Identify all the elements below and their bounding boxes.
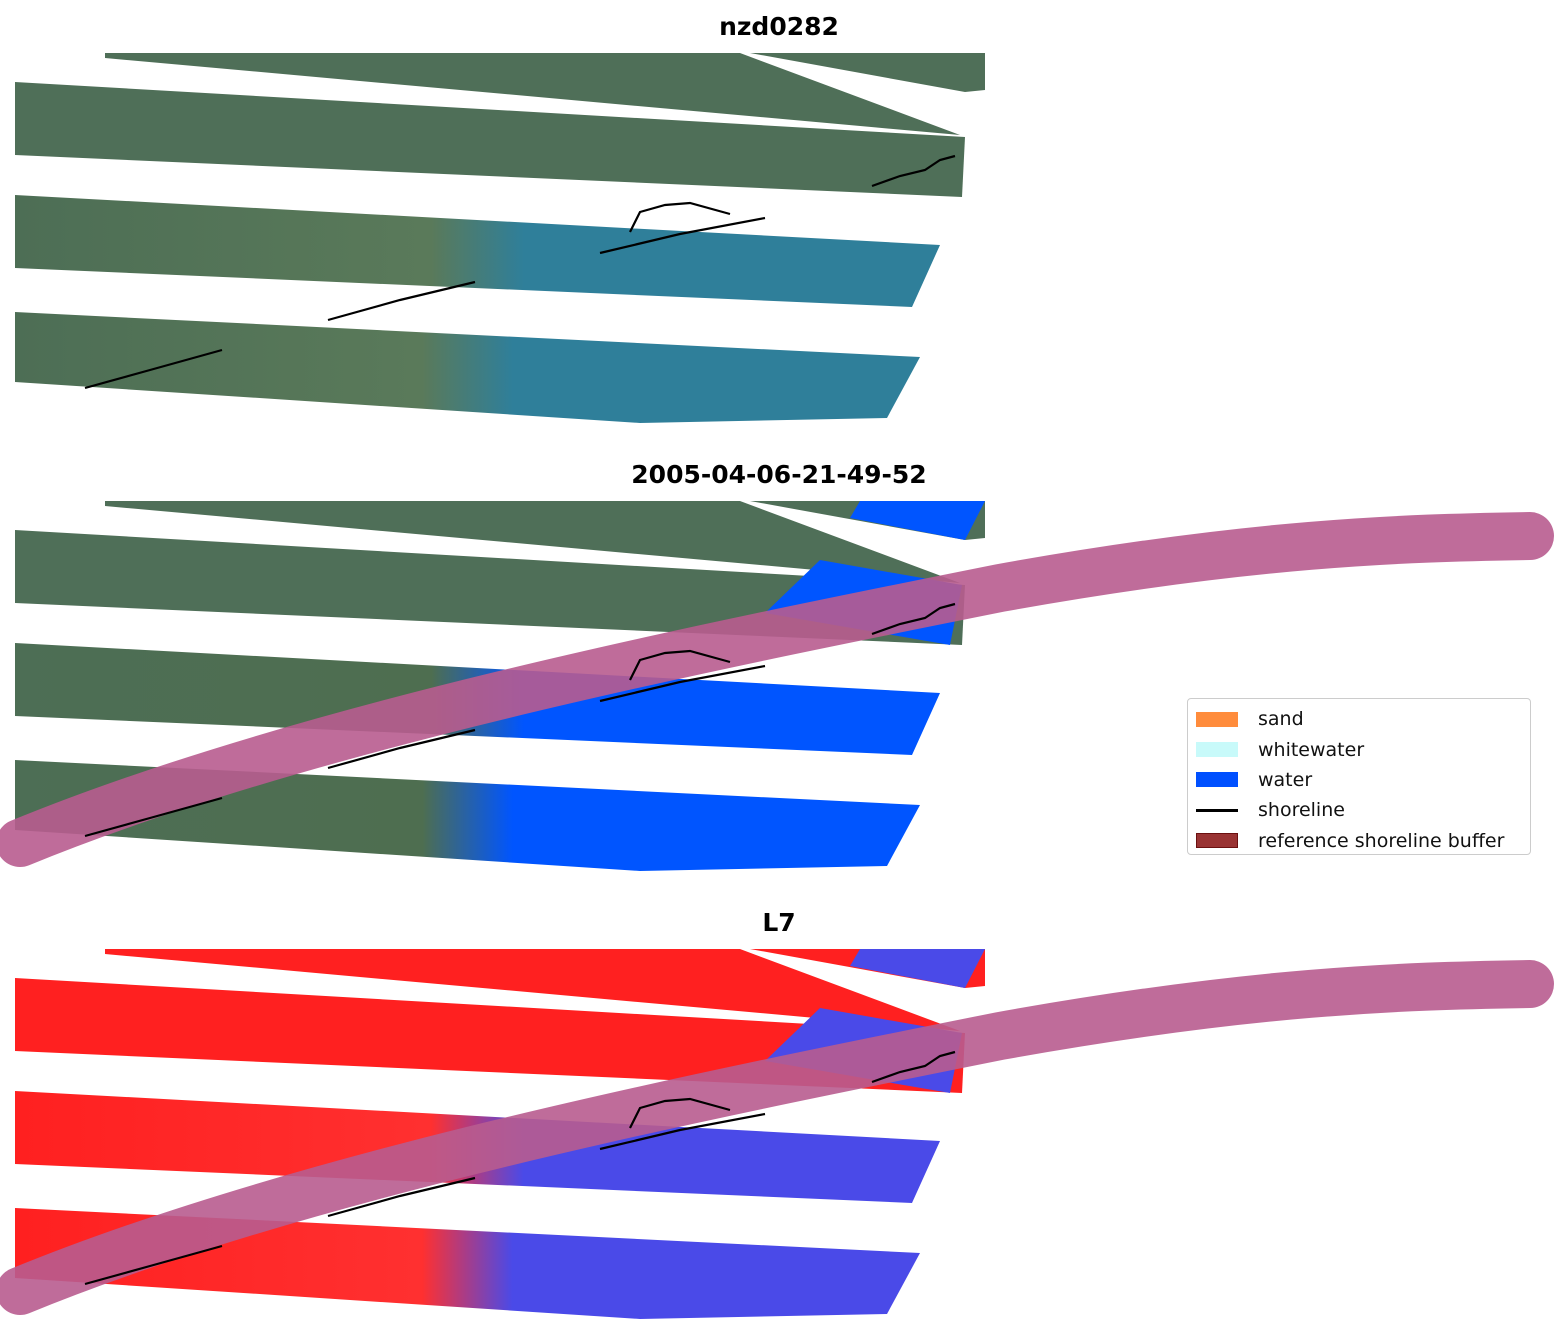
shoreline-swatch (1196, 808, 1238, 812)
shoreline (84, 1244, 223, 1286)
whitewater-swatch (1196, 742, 1238, 758)
shoreline (327, 728, 476, 770)
shoreline (871, 1050, 956, 1084)
image-stripe (15, 195, 940, 307)
shoreline (871, 154, 956, 188)
image-stripe (15, 312, 920, 423)
image-stripe (105, 949, 985, 1031)
panel-3 (0, 949, 1554, 1319)
title-site: nzd0282 (719, 12, 839, 41)
legend-label: reference shoreline buffer (1258, 829, 1505, 852)
legend-label: shoreline (1258, 799, 1345, 822)
shoreline (599, 1112, 766, 1151)
shoreline (599, 664, 766, 703)
image-stripe (105, 53, 985, 135)
title-satellite: L7 (762, 908, 796, 937)
image-stripe (15, 978, 965, 1093)
legend-item-whitewater: whitewater (1196, 734, 1522, 764)
legend-item-water: water (1196, 765, 1522, 795)
shoreline (84, 348, 223, 390)
legend-label: water (1258, 768, 1313, 791)
shoreline (629, 201, 731, 233)
image-stripe (105, 501, 985, 583)
sand-swatch (1196, 711, 1238, 727)
panel-1 (15, 53, 985, 423)
image-stripe (15, 82, 965, 197)
legend-label: whitewater (1258, 738, 1365, 761)
shoreline (629, 649, 731, 681)
reference-shoreline-buffer (0, 960, 1554, 1315)
water-region (850, 949, 985, 988)
legend-item-shoreline: shoreline (1196, 795, 1522, 825)
shoreline (327, 1176, 476, 1218)
title-date: 2005-04-06-21-49-52 (631, 460, 927, 489)
water-swatch (1196, 772, 1238, 788)
shoreline (84, 796, 223, 838)
shoreline (871, 602, 956, 636)
legend: sand whitewater water shoreline referenc… (1187, 698, 1531, 855)
legend-item-sand: sand (1196, 704, 1522, 734)
legend-item-buffer: reference shoreline buffer (1196, 826, 1522, 856)
image-stripe (15, 530, 965, 645)
legend-label: sand (1258, 708, 1304, 731)
reference-shoreline-buffer (0, 512, 1554, 867)
shoreline (327, 280, 476, 322)
shoreline (629, 1097, 731, 1129)
shoreline (599, 216, 766, 255)
panel-2 (0, 501, 1554, 871)
buffer-swatch (1196, 833, 1238, 849)
water-region (850, 501, 985, 540)
